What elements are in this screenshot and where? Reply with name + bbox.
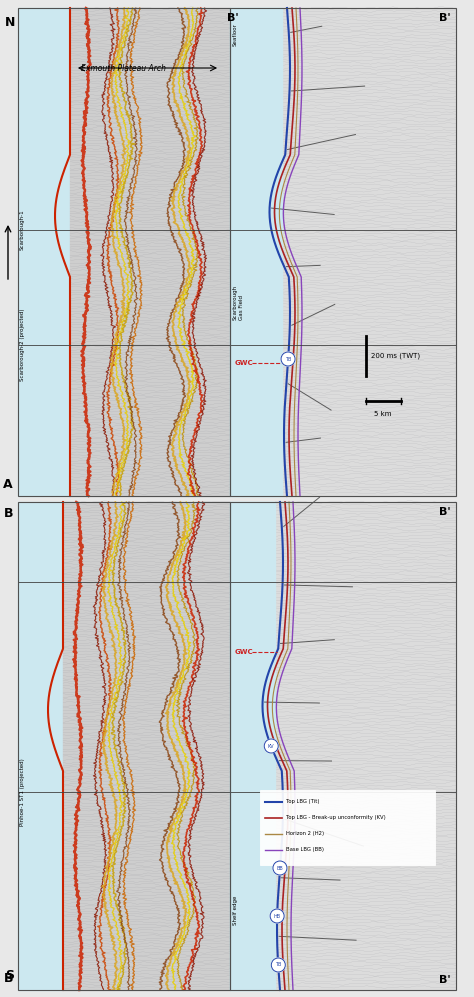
Text: B': B' <box>439 975 451 985</box>
Circle shape <box>264 739 278 753</box>
Bar <box>18 8 230 496</box>
Bar <box>63 502 230 990</box>
Circle shape <box>271 958 285 972</box>
Bar <box>18 502 63 990</box>
Bar <box>70 8 230 496</box>
Bar <box>275 502 456 990</box>
Bar <box>230 8 456 496</box>
Text: N: N <box>5 16 15 29</box>
Text: Top LBG (Tit): Top LBG (Tit) <box>286 800 319 805</box>
Text: S: S <box>6 969 15 982</box>
Bar <box>18 502 230 990</box>
Text: 200 ms (TWT): 200 ms (TWT) <box>371 353 420 359</box>
Text: B': B' <box>439 507 451 517</box>
Text: KV: KV <box>268 744 274 749</box>
Text: Pinhoe-1 ST1 (projected): Pinhoe-1 ST1 (projected) <box>20 758 25 826</box>
Circle shape <box>273 861 287 875</box>
Text: B': B' <box>227 13 238 23</box>
Text: Scarborough-2 (projected): Scarborough-2 (projected) <box>20 309 25 381</box>
Text: 5 km: 5 km <box>374 411 392 417</box>
Bar <box>282 8 456 496</box>
Text: GWC: GWC <box>235 649 254 655</box>
Bar <box>260 790 435 865</box>
Bar <box>230 8 282 496</box>
Text: BB: BB <box>276 865 283 870</box>
Text: Seafloor: Seafloor <box>233 23 238 46</box>
Text: B: B <box>3 972 13 985</box>
Bar <box>230 502 275 990</box>
Bar <box>230 502 275 990</box>
Text: A: A <box>3 478 13 491</box>
Text: B': B' <box>439 13 451 23</box>
Text: TB: TB <box>285 357 291 362</box>
Bar <box>230 502 456 990</box>
Text: B: B <box>3 507 13 520</box>
Text: Horizon 2 (H2): Horizon 2 (H2) <box>286 831 324 836</box>
Circle shape <box>281 352 295 366</box>
Text: TB: TB <box>275 962 282 967</box>
Text: Scarborough-1: Scarborough-1 <box>20 209 25 250</box>
Bar <box>18 8 70 496</box>
Circle shape <box>270 909 284 923</box>
Text: HB: HB <box>273 913 281 918</box>
Text: Top LBG - Break-up unconformity (KV): Top LBG - Break-up unconformity (KV) <box>286 816 386 821</box>
Text: Scarborough
Gas Field: Scarborough Gas Field <box>233 284 244 320</box>
Text: Base LBG (BB): Base LBG (BB) <box>286 847 324 852</box>
Text: Shelf edge: Shelf edge <box>233 895 238 924</box>
Text: Exmouth Plateau Arch: Exmouth Plateau Arch <box>82 64 166 73</box>
Bar <box>230 8 282 496</box>
Text: GWC: GWC <box>235 360 254 366</box>
